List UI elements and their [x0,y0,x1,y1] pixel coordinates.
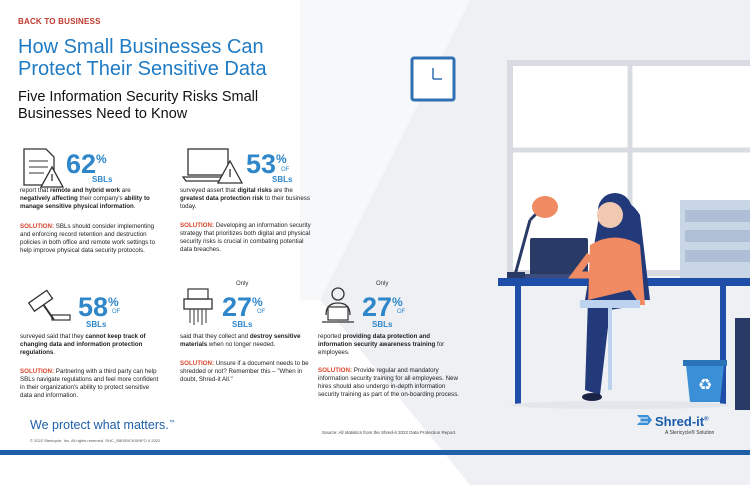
stat-description: report that remote and hybrid work are n… [20,187,150,210]
stat-of-label: OF [281,167,290,173]
stat-sbls-label: SBLs [86,320,107,329]
section-tag: BACK TO BUSINESS [18,17,101,26]
lamp-illustration [507,196,558,278]
clock-illustration [410,56,456,102]
stat-percent: 62% [66,149,107,179]
recycle-bin-illustration: ♻ [683,360,727,402]
stat-percent: 58% [78,292,119,322]
gavel-icon [27,289,71,321]
stat-description: surveyed said that they cannot keep trac… [20,333,146,356]
stat-percent: 27% [362,292,403,322]
stat-solution: SOLUTION: SBLs should consider implement… [20,223,156,254]
stat-sbls-label: SBLs [232,320,253,329]
stat-of-label: OF [397,309,406,315]
shred-it-logo: Shred-it® [655,414,709,429]
source-note: Source: All statistics from the Shred-it… [322,430,457,435]
page-subtitle: Five Information Security Risks Small Bu… [18,89,259,122]
shred-it-logo-icon [637,415,652,425]
stat-description: surveyed assert that digital risks are t… [180,187,310,210]
logo-tagline: A Stericycle® Solution [665,430,715,436]
stat-solution: SOLUTION: Unsure if a document needs to … [180,360,309,383]
shredder-icon [183,288,213,325]
svg-text:♻: ♻ [698,375,712,394]
stat-percent: 27% [222,292,263,322]
laptop-warning-icon [182,148,244,184]
stat-sbls-label: SBLs [272,175,293,184]
stat-solution: SOLUTION: Partnering with a third party … [20,368,159,399]
stat-of-label: OF [112,309,121,315]
document-warning-icon [23,148,64,188]
stat-of-label: OF [257,309,266,315]
copyright-text: © 2022 Stericycle, Inc. All rights reser… [30,438,161,443]
stat-sbls-label: SBLs [92,175,113,184]
stat-percent: 53% [246,149,287,179]
page-title: How Small Businesses Can Protect Their S… [18,36,267,80]
stat-description: said that they collect and destroy sensi… [180,333,301,348]
stat-only-label: Only [376,281,389,287]
stat-sbls-label: SBLs [372,320,393,329]
stat-description: reported providing data protection and i… [318,333,445,356]
employee-laptop-icon [322,287,354,323]
footer-bar [0,450,750,455]
stat-solution: SOLUTION: Developing an information secu… [180,222,311,253]
person-illustration [568,193,650,401]
stat-solution: SOLUTION: Provide regular and mandatory … [318,367,460,398]
slogan: We protect what matters.™ [30,418,175,432]
stat-only-label: Only [236,281,249,287]
